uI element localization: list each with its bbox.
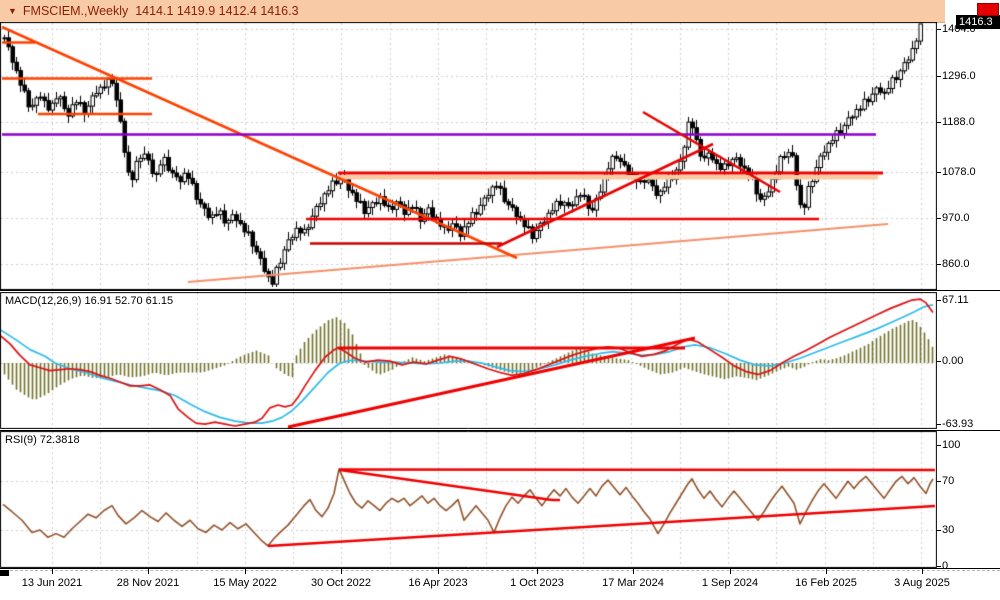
date-axis-label: 13 Jun 2021 xyxy=(21,577,83,589)
date-axis-label: 16 Feb 2025 xyxy=(795,577,857,589)
date-axis-label: 30 Oct 2022 xyxy=(311,577,371,589)
macd-axis-label: 67.11 xyxy=(942,294,969,306)
symbol-ohlc-title: FMSCIEM.,Weekly 1414.1 1419.9 1412.4 141… xyxy=(22,4,299,18)
date-tick-mark xyxy=(52,569,53,574)
macd-axis-label: 0.00 xyxy=(942,355,964,367)
date-axis-label: 1 Oct 2023 xyxy=(510,577,564,589)
macd-axis-label: -63.93 xyxy=(942,418,974,430)
date-tick-mark xyxy=(148,569,149,574)
price-axis-label: 1188.0 xyxy=(942,116,975,128)
date-axis-label: 16 Apr 2023 xyxy=(408,577,468,589)
price-axis-label: 1078.0 xyxy=(942,166,976,178)
price-axis-label: 970.0 xyxy=(942,212,970,224)
date-tick-mark xyxy=(826,569,827,574)
date-tick-mark xyxy=(245,569,246,574)
price-tick-mark xyxy=(937,264,941,265)
date-tick-mark xyxy=(341,569,342,574)
price-axis-label: 860.0 xyxy=(942,258,970,270)
rsi-axis-label: 30 xyxy=(942,524,955,536)
rsi-axis-label: 0 xyxy=(942,560,949,572)
price-tick-mark xyxy=(937,530,941,531)
price-tick-mark xyxy=(937,566,941,567)
date-axis-strip xyxy=(0,570,1000,600)
panel-separator[interactable] xyxy=(0,568,1000,569)
current-price-badge: 1416.3 xyxy=(956,15,1000,29)
date-axis-label: 28 Nov 2021 xyxy=(116,577,180,589)
rsi-axis-label: 100 xyxy=(942,439,961,451)
chart-title-bar: ▼ FMSCIEM.,Weekly 1414.1 1419.9 1412.4 1… xyxy=(0,0,945,23)
price-axis-label: 1296.0 xyxy=(942,70,976,82)
price-tick-mark xyxy=(937,481,941,482)
price-tick-mark xyxy=(937,424,941,425)
price-tick-mark xyxy=(937,445,941,446)
date-tick-mark xyxy=(438,569,439,574)
price-tick-mark xyxy=(937,76,941,77)
price-tick-mark xyxy=(937,300,941,301)
price-tick-mark xyxy=(937,218,941,219)
rsi-header-label: RSI(9) 72.3818 xyxy=(5,434,80,446)
date-tick-mark xyxy=(922,569,923,574)
window-close-button[interactable] xyxy=(977,3,999,16)
panel-separator[interactable] xyxy=(0,430,1000,431)
rsi-indicator-chart[interactable] xyxy=(0,431,937,568)
price-tick-mark xyxy=(937,29,941,30)
price-tick-mark xyxy=(937,361,941,362)
date-axis-label: 15 May 2022 xyxy=(213,577,277,589)
price-tick-mark xyxy=(937,122,941,123)
rsi-axis-label: 70 xyxy=(942,475,955,487)
macd-indicator-chart[interactable] xyxy=(0,292,937,429)
date-axis-label: 3 Aug 2025 xyxy=(894,577,950,589)
date-tick-mark xyxy=(537,569,538,574)
main-candlestick-chart[interactable] xyxy=(0,22,937,290)
horizontal-scrollbar-thumb[interactable] xyxy=(0,570,9,576)
date-axis-label: 17 Mar 2024 xyxy=(602,577,664,589)
panel-separator[interactable] xyxy=(0,290,1000,291)
symbol-dropdown-icon[interactable]: ▼ xyxy=(8,6,17,16)
date-tick-mark xyxy=(633,569,634,574)
date-axis-label: 1 Sep 2024 xyxy=(701,577,759,589)
price-tick-mark xyxy=(937,172,941,173)
date-tick-mark xyxy=(730,569,731,574)
macd-header-label: MACD(12,26,9) 16.91 52.70 61.15 xyxy=(5,295,174,307)
